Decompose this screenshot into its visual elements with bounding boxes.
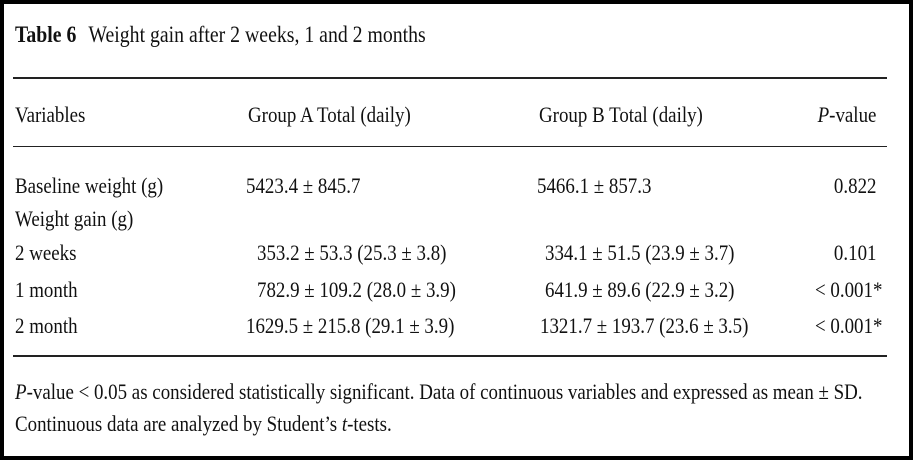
row-2-weeks-variable: 2 weeks [15, 240, 77, 265]
footnote-line-1: P-value < 0.05 as considered statistical… [15, 376, 901, 408]
header-p-italic: P [817, 102, 829, 127]
header-variables: Variables [15, 102, 86, 127]
footnote-line-2-post: -tests. [347, 411, 392, 436]
footnote-line-2-pre: Continuous data are analyzed by Student’… [15, 411, 342, 436]
table-footnote: P-value < 0.05 as considered statistical… [15, 376, 901, 440]
row-baseline-variable: Baseline weight (g) [15, 173, 164, 198]
row-1-month-group-b: 641.9 ± 89.6 (22.9 ± 3.2) [545, 277, 735, 302]
footnote-line-2: Continuous data are analyzed by Student’… [15, 408, 901, 440]
header-group-a: Group A Total (daily) [248, 102, 411, 127]
top-rule [13, 77, 887, 79]
footnote-t-italic: t [341, 411, 348, 436]
table-title: Weight gain after 2 weeks, 1 and 2 month… [88, 22, 426, 47]
row-1-month-group-a: 782.9 ± 109.2 (28.0 ± 3.9) [257, 277, 456, 302]
row-2-weeks-group-a: 353.2 ± 53.3 (25.3 ± 3.8) [257, 240, 447, 265]
row-2-month-group-a: 1629.5 ± 215.8 (29.1 ± 3.9) [246, 313, 455, 338]
table-caption: Table 6 Weight gain after 2 weeks, 1 and … [15, 20, 426, 50]
row-baseline-group-a: 5423.4 ± 845.7 [246, 173, 361, 198]
header-p-rest: -value [828, 102, 876, 127]
row-2-weeks-p: 0.101 [833, 240, 876, 265]
row-1-month-variable: 1 month [15, 277, 78, 302]
row-baseline-group-b: 5466.1 ± 857.3 [537, 173, 652, 198]
row-2-month-group-b: 1321.7 ± 193.7 (23.6 ± 3.5) [540, 313, 749, 338]
header-group-b: Group B Total (daily) [539, 102, 703, 127]
row-1-month-p: < 0.001* [814, 277, 882, 302]
bottom-rule [13, 355, 887, 357]
table-label: Table 6 [15, 22, 77, 47]
header-rule [13, 146, 887, 147]
row-weight-gain-variable: Weight gain (g) [15, 206, 134, 231]
header-p-value: P-value [817, 101, 876, 129]
row-2-month-variable: 2 month [15, 313, 78, 338]
row-2-weeks-group-b: 334.1 ± 51.5 (23.9 ± 3.7) [545, 240, 735, 265]
row-baseline-p: 0.822 [833, 173, 876, 198]
row-2-month-p: < 0.001* [814, 313, 882, 338]
footnote-line-1-text: -value < 0.05 as considered statisticall… [26, 379, 863, 404]
footnote-p-italic: P [15, 379, 27, 404]
